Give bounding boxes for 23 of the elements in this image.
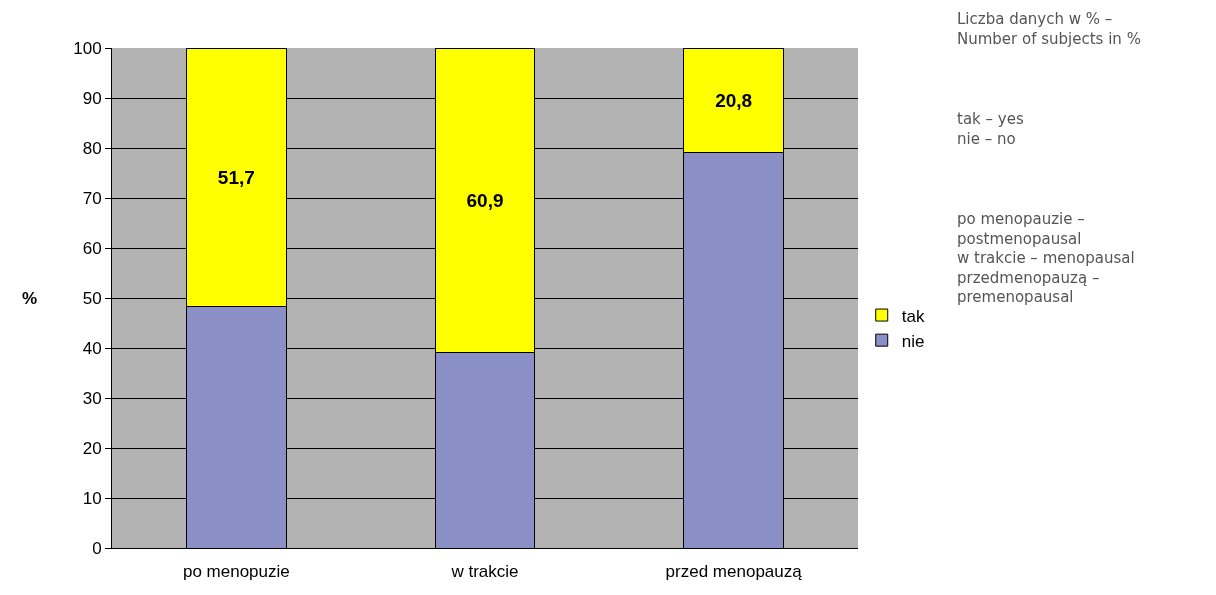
y-tick-label: 40 [82,338,102,358]
x-tick-label: przed menopauzą [665,562,803,582]
x-tick-label: w trakcie [450,562,519,582]
y-tick-label: 80 [82,138,102,158]
x-tick-label: po menopuzie [182,562,290,582]
data-label: 51,7 [217,166,255,188]
y-tick-label: 60 [82,238,102,258]
legend-label: tak [901,306,925,326]
y-tick-label: 100 [73,38,102,58]
data-label: 60,9 [466,189,504,211]
y-tick-label: 50 [82,288,102,308]
y-tick-label: 0 [92,538,102,558]
text: tak – yes nie – no [957,110,1024,148]
text: Liczba danych w % – Number of subjects in % [957,10,1141,48]
y-tick-label: 70 [82,188,102,208]
y-tick-label: 10 [82,488,102,508]
data-label: 20,8 [715,89,753,111]
y-tick-label: 20 [82,438,102,458]
text: po menopauzie – postmenopausal w trakcie – menopausal przedmenopauzą – premenopausal [957,210,1135,306]
legend-label: nie [901,331,925,351]
y-axis-title: % [22,289,38,308]
y-tick-label: 90 [82,88,102,108]
y-tick-label: 30 [82,388,102,408]
